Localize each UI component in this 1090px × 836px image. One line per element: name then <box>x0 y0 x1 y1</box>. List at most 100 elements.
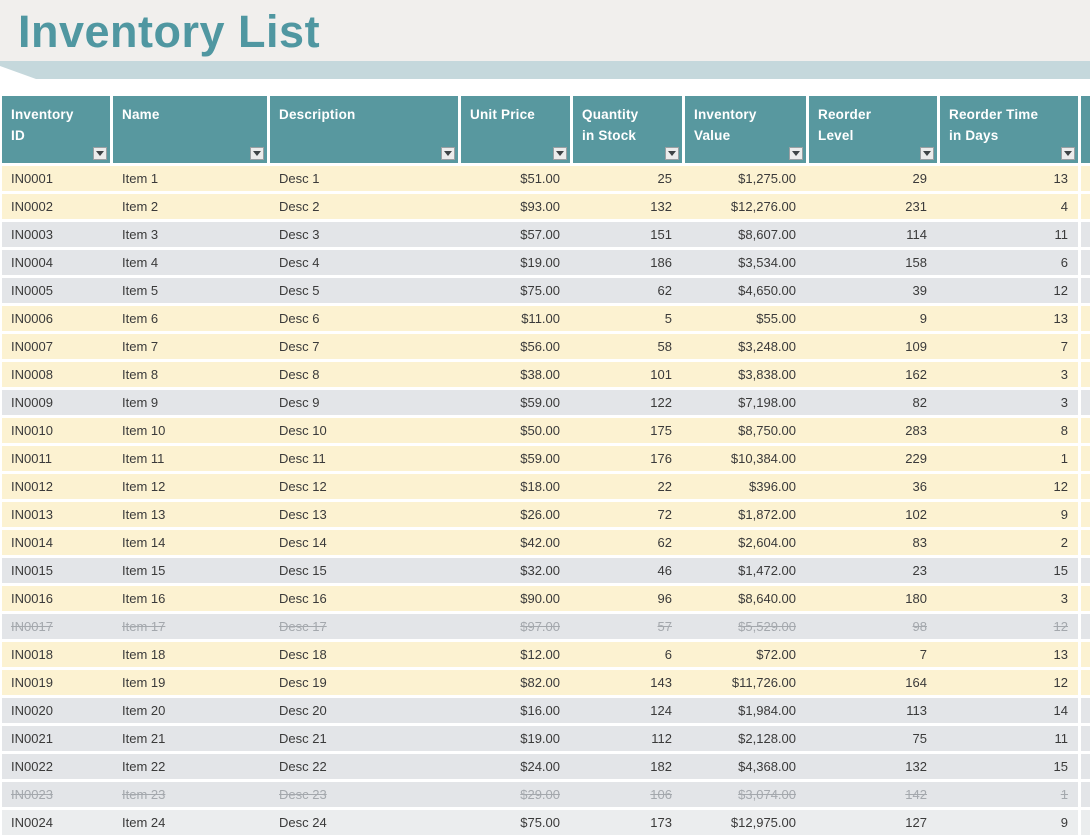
cell-name[interactable]: Item 6 <box>113 306 267 331</box>
cell-value[interactable]: $11,726.00 <box>685 670 806 695</box>
cell-id[interactable]: IN0005 <box>2 278 110 303</box>
cell-id[interactable]: IN0007 <box>2 334 110 359</box>
cell-reorder_days[interactable]: 2 <box>940 530 1078 555</box>
filter-dropdown-button[interactable] <box>250 147 264 160</box>
cell-reorder_days[interactable]: 12 <box>940 614 1078 639</box>
cell-reorder_days[interactable]: 8 <box>940 418 1078 443</box>
cell-reorder_level[interactable]: 102 <box>809 502 937 527</box>
cell-reorder_level[interactable]: 162 <box>809 362 937 387</box>
cell-id[interactable]: IN0004 <box>2 250 110 275</box>
cell-description[interactable]: Desc 3 <box>270 222 458 247</box>
cell-id[interactable]: IN0017 <box>2 614 110 639</box>
cell-quantity[interactable]: 106 <box>573 782 682 807</box>
cell-id[interactable]: IN0010 <box>2 418 110 443</box>
cell-id[interactable]: IN0015 <box>2 558 110 583</box>
cell-name[interactable]: Item 19 <box>113 670 267 695</box>
cell-reorder_level[interactable]: 158 <box>809 250 937 275</box>
cell-reorder_days[interactable]: 1 <box>940 782 1078 807</box>
cell-id[interactable]: IN0013 <box>2 502 110 527</box>
cell-value[interactable]: $3,534.00 <box>685 250 806 275</box>
cell-quantity[interactable]: 22 <box>573 474 682 499</box>
cell-unit_price[interactable]: $59.00 <box>461 390 570 415</box>
cell-description[interactable]: Desc 15 <box>270 558 458 583</box>
cell-reorder_level[interactable]: 39 <box>809 278 937 303</box>
cell-id[interactable]: IN0019 <box>2 670 110 695</box>
cell-value[interactable]: $55.00 <box>685 306 806 331</box>
cell-name[interactable]: Item 9 <box>113 390 267 415</box>
cell-quantity[interactable]: 151 <box>573 222 682 247</box>
cell-value[interactable]: $8,640.00 <box>685 586 806 611</box>
cell-name[interactable]: Item 7 <box>113 334 267 359</box>
cell-value[interactable]: $5,529.00 <box>685 614 806 639</box>
cell-value[interactable]: $8,607.00 <box>685 222 806 247</box>
cell-value[interactable]: $12,975.00 <box>685 810 806 835</box>
cell-value[interactable]: $4,368.00 <box>685 754 806 779</box>
cell-reorder_level[interactable]: 114 <box>809 222 937 247</box>
cell-name[interactable]: Item 15 <box>113 558 267 583</box>
cell-unit_price[interactable]: $32.00 <box>461 558 570 583</box>
cell-name[interactable]: Item 11 <box>113 446 267 471</box>
cell-reorder_level[interactable]: 127 <box>809 810 937 835</box>
cell-description[interactable]: Desc 11 <box>270 446 458 471</box>
cell-value[interactable]: $12,276.00 <box>685 194 806 219</box>
cell-quantity[interactable]: 57 <box>573 614 682 639</box>
cell-id[interactable]: IN0001 <box>2 166 110 191</box>
cell-reorder_days[interactable]: 1 <box>940 446 1078 471</box>
cell-unit_price[interactable]: $18.00 <box>461 474 570 499</box>
cell-id[interactable]: IN0006 <box>2 306 110 331</box>
cell-unit_price[interactable]: $26.00 <box>461 502 570 527</box>
cell-reorder_level[interactable]: 83 <box>809 530 937 555</box>
cell-description[interactable]: Desc 12 <box>270 474 458 499</box>
cell-name[interactable]: Item 20 <box>113 698 267 723</box>
cell-description[interactable]: Desc 18 <box>270 642 458 667</box>
cell-value[interactable]: $10,384.00 <box>685 446 806 471</box>
cell-reorder_days[interactable]: 11 <box>940 222 1078 247</box>
cell-reorder_level[interactable]: 7 <box>809 642 937 667</box>
cell-name[interactable]: Item 4 <box>113 250 267 275</box>
cell-reorder_level[interactable]: 283 <box>809 418 937 443</box>
cell-value[interactable]: $2,128.00 <box>685 726 806 751</box>
cell-reorder_level[interactable]: 23 <box>809 558 937 583</box>
cell-reorder_level[interactable]: 142 <box>809 782 937 807</box>
cell-value[interactable]: $7,198.00 <box>685 390 806 415</box>
cell-value[interactable]: $1,872.00 <box>685 502 806 527</box>
cell-reorder_days[interactable]: 3 <box>940 586 1078 611</box>
cell-description[interactable]: Desc 7 <box>270 334 458 359</box>
cell-value[interactable]: $396.00 <box>685 474 806 499</box>
cell-reorder_days[interactable]: 3 <box>940 362 1078 387</box>
cell-description[interactable]: Desc 6 <box>270 306 458 331</box>
cell-id[interactable]: IN0018 <box>2 642 110 667</box>
cell-unit_price[interactable]: $38.00 <box>461 362 570 387</box>
cell-id[interactable]: IN0012 <box>2 474 110 499</box>
cell-reorder_level[interactable]: 9 <box>809 306 937 331</box>
cell-quantity[interactable]: 25 <box>573 166 682 191</box>
cell-unit_price[interactable]: $29.00 <box>461 782 570 807</box>
cell-description[interactable]: Desc 1 <box>270 166 458 191</box>
cell-value[interactable]: $8,750.00 <box>685 418 806 443</box>
cell-unit_price[interactable]: $50.00 <box>461 418 570 443</box>
cell-quantity[interactable]: 173 <box>573 810 682 835</box>
cell-unit_price[interactable]: $12.00 <box>461 642 570 667</box>
cell-name[interactable]: Item 8 <box>113 362 267 387</box>
cell-reorder_level[interactable]: 113 <box>809 698 937 723</box>
cell-reorder_level[interactable]: 82 <box>809 390 937 415</box>
cell-quantity[interactable]: 112 <box>573 726 682 751</box>
cell-value[interactable]: $72.00 <box>685 642 806 667</box>
cell-id[interactable]: IN0023 <box>2 782 110 807</box>
cell-name[interactable]: Item 23 <box>113 782 267 807</box>
cell-reorder_days[interactable]: 9 <box>940 810 1078 835</box>
cell-name[interactable]: Item 12 <box>113 474 267 499</box>
cell-unit_price[interactable]: $56.00 <box>461 334 570 359</box>
cell-name[interactable]: Item 1 <box>113 166 267 191</box>
cell-id[interactable]: IN0021 <box>2 726 110 751</box>
filter-dropdown-button[interactable] <box>553 147 567 160</box>
filter-dropdown-button[interactable] <box>441 147 455 160</box>
cell-value[interactable]: $3,248.00 <box>685 334 806 359</box>
cell-name[interactable]: Item 3 <box>113 222 267 247</box>
cell-reorder_level[interactable]: 109 <box>809 334 937 359</box>
cell-description[interactable]: Desc 23 <box>270 782 458 807</box>
cell-quantity[interactable]: 72 <box>573 502 682 527</box>
cell-id[interactable]: IN0014 <box>2 530 110 555</box>
cell-description[interactable]: Desc 21 <box>270 726 458 751</box>
cell-quantity[interactable]: 124 <box>573 698 682 723</box>
